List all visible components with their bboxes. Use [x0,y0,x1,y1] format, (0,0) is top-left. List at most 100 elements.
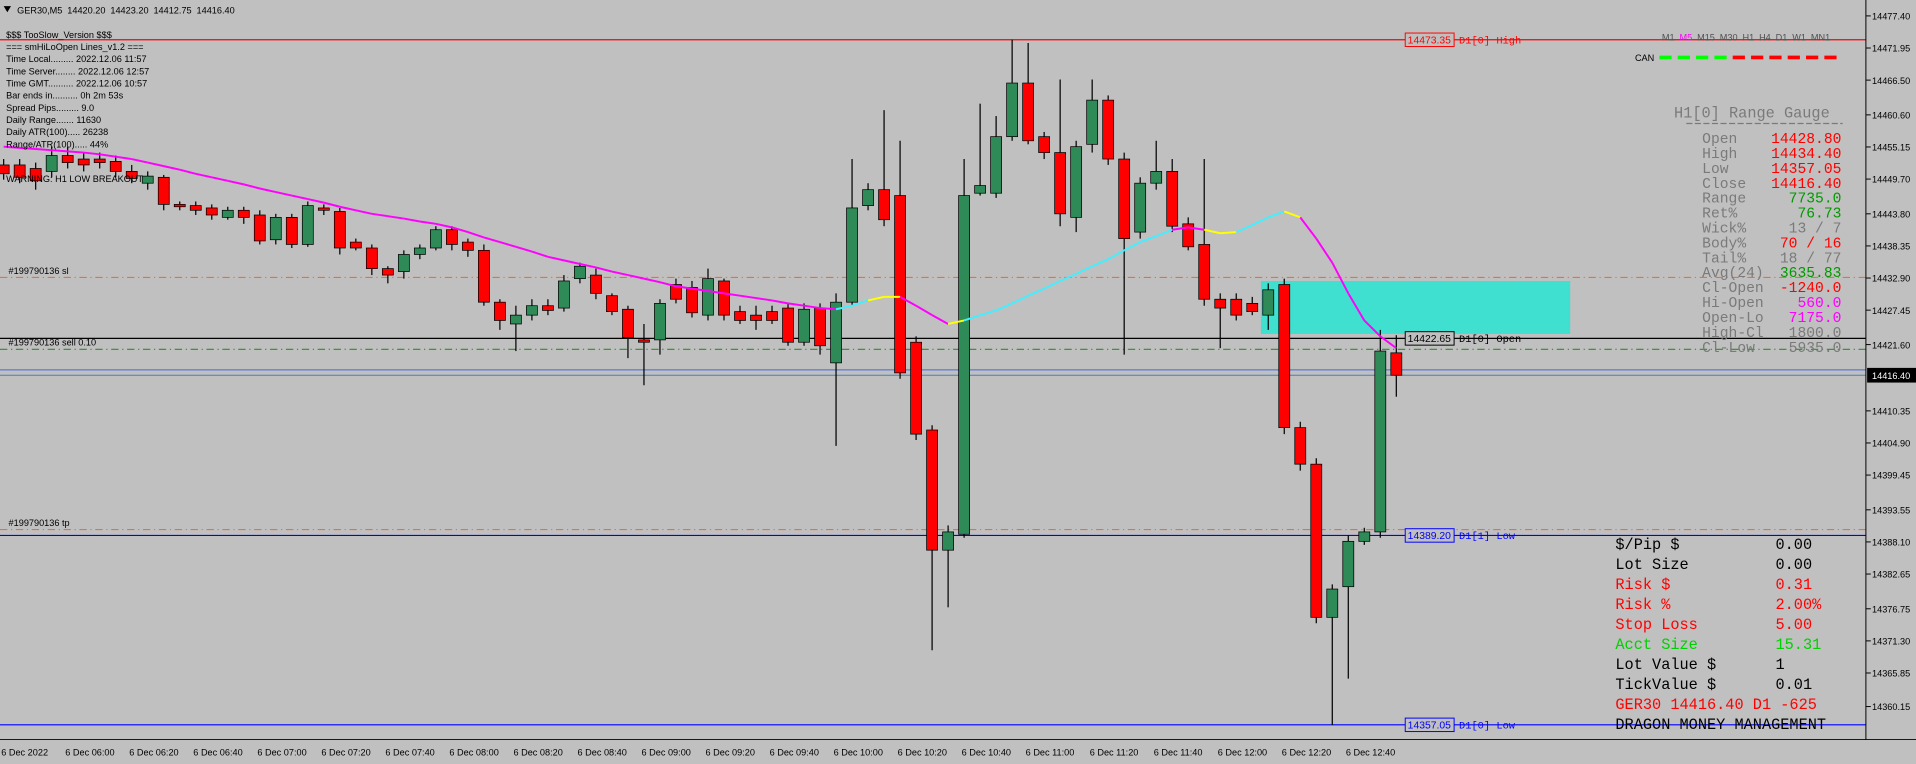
y-tick-label: 14460.60 [1872,111,1910,121]
gauge-label: Tail% [1702,251,1746,267]
candle-body [109,161,122,172]
timeframe-button[interactable]: H1 [1742,32,1754,42]
header-symbol: GER30,M5 [17,5,62,15]
level-tag: D1[1] Low [1459,531,1516,543]
candle-body [285,216,298,245]
candle-body [958,195,970,535]
can-dash [1677,55,1690,60]
overlay-segment [147,161,164,168]
candle-body [45,155,58,172]
money-footer: DRAGON MONEY MANAGEMENT [1615,716,1826,734]
overlay-segment [3,145,20,149]
x-tick-label: 6 Dec 07:20 [321,747,370,757]
candle-body [1102,99,1115,160]
candle-body [686,287,698,314]
overlay-segment [1267,210,1285,219]
timeframe-button[interactable]: W1 [1792,32,1806,42]
gauge-label: Open-Lo [1702,311,1764,327]
level-value: 14389.20 [1408,531,1451,542]
overlay-segment [163,165,180,171]
candle-body [301,205,314,245]
gauge-value: 18 / 77 [1780,251,1842,267]
y-tick-label: 14376.75 [1872,604,1910,614]
overlay-segment [1139,235,1157,244]
overlay-segment [1091,258,1109,268]
y-tick-label: 14410.35 [1872,407,1910,417]
timeframe-button[interactable]: H4 [1759,32,1771,42]
candle-body [333,211,346,249]
y-tick-label: 14432.90 [1872,274,1910,284]
overlay-segment [1043,280,1061,290]
can-dash [1696,55,1709,60]
overlay-segment [627,274,645,280]
timeframe-button[interactable]: D1 [1776,32,1788,42]
overlay-segment [195,172,212,179]
candle-body [349,241,362,249]
timeframes: M1 M5 M15 M30 H1 H4 D1 W1 MN1 [1662,32,1830,42]
timeframe-button[interactable]: M1 [1662,32,1675,42]
overlay-segment [51,149,68,153]
candle-body [253,214,266,242]
overlay-segment [515,245,533,253]
candle-body [510,314,522,325]
y-tick-label: 14438.35 [1872,242,1910,252]
money-label: TickValue $ [1615,676,1716,694]
overlay-segment [675,285,693,290]
y-tick-label: 14455.15 [1872,143,1910,153]
money-value: 0.00 [1775,536,1812,554]
overlay-segment [771,299,789,305]
candle-body [413,247,426,255]
candle-body [269,216,282,241]
overlay-segment [339,205,357,212]
money-value: 0.00 [1775,556,1812,574]
overlay-segment [211,176,228,182]
gauge-value: 14434.40 [1771,147,1841,163]
x-tick-label: 6 Dec 12:20 [1282,747,1331,757]
money-footer: GER30 14416.40 D1 -625 [1615,696,1817,714]
timeframe-button[interactable]: M15 [1697,32,1715,42]
overlay-segment [995,302,1013,312]
overlay-segment [451,226,469,234]
overlay-segment [435,222,453,229]
candle-body [157,176,170,205]
gauge-label: Wick% [1702,221,1746,237]
can-dash [1732,55,1745,60]
info-line: Daily ATR(100)..... 26238 [6,127,108,137]
overlay-segment [979,309,997,317]
candle-body [942,531,954,551]
overlay-segment [1299,216,1318,240]
gauge-label: High [1702,147,1737,163]
timeframe-button[interactable]: M5 [1679,32,1692,42]
menu-arrow[interactable] [3,6,11,13]
candle-body [878,189,890,221]
current-price-box [1867,367,1916,383]
overlay-segment [963,314,981,322]
candle-body [478,249,490,303]
overlay-segment [1107,249,1125,261]
x-tick-label: 6 Dec 09:00 [642,747,691,757]
candle-body [1038,136,1051,153]
candle-body [1070,146,1083,218]
overlay-segment [1379,335,1397,349]
overlay-segment [291,194,309,201]
candle-body [125,171,138,179]
money-label: $/Pip $ [1615,536,1679,554]
candle-body [189,205,202,211]
candle-body [381,268,394,276]
timeframe-button[interactable]: MN1 [1811,32,1830,42]
overlay-segment [563,259,581,265]
overlay-segment [371,212,388,218]
overlay-segment [819,307,837,311]
info-line: Daily Range....... 11630 [6,115,101,125]
overlay-segment [307,198,325,204]
money-value: 2.00% [1775,596,1822,614]
y-tick-label: 14421.60 [1872,340,1910,350]
overlay-segment [1251,216,1269,226]
timeframe-button[interactable]: M30 [1720,32,1738,42]
level-tag: D1[0] Open [1459,334,1521,346]
overlay-segment [1075,265,1093,275]
money-label: Acct Size [1615,636,1697,654]
candle-body [718,280,730,316]
y-tick-label: 14443.80 [1872,209,1910,219]
